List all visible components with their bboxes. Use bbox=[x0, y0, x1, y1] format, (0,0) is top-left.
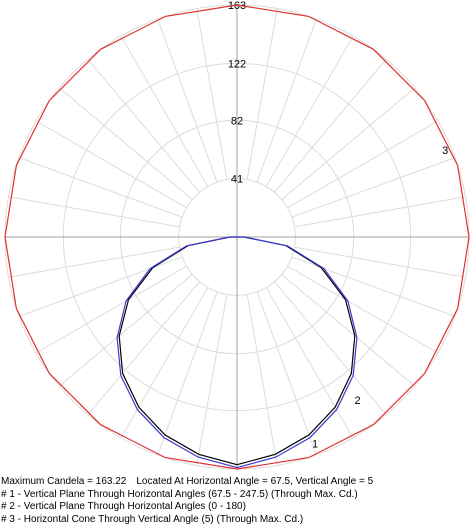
footer-max-line: Maximum Candela = 163.22 Located At Horiz… bbox=[1, 476, 473, 489]
grid-spoke bbox=[196, 8, 228, 180]
grid-spoke bbox=[294, 246, 466, 278]
grid-spoke bbox=[281, 87, 416, 200]
curve-series-2 bbox=[116, 236, 358, 469]
grid-spoke bbox=[87, 281, 200, 416]
grid-spoke bbox=[281, 274, 416, 387]
grid-spoke bbox=[256, 18, 317, 183]
grid-spoke bbox=[58, 274, 193, 387]
grid-spoke bbox=[256, 291, 317, 456]
grid-spoke bbox=[274, 281, 387, 416]
grid-spoke bbox=[294, 196, 466, 228]
grid-spoke bbox=[18, 256, 183, 317]
grid-spoke bbox=[265, 287, 354, 439]
grid-spoke bbox=[287, 265, 439, 354]
grid-spoke bbox=[196, 294, 228, 466]
ring-label-122: 122 bbox=[228, 58, 246, 70]
grid-spoke bbox=[120, 287, 209, 439]
max-location-text: Located At Horizontal Angle = 67.5, Vert… bbox=[136, 476, 374, 487]
grid-spoke bbox=[120, 35, 209, 187]
grid-spoke bbox=[274, 58, 387, 193]
curve-series-3 bbox=[4, 4, 470, 470]
grid-spoke bbox=[157, 18, 218, 183]
grid-spoke bbox=[35, 265, 187, 354]
curve-label-1: 1 bbox=[312, 439, 318, 451]
ring-label-41: 41 bbox=[231, 174, 243, 186]
grid-spoke bbox=[287, 120, 439, 209]
grid-spoke bbox=[58, 87, 193, 200]
grid-spoke bbox=[35, 120, 187, 209]
grid-spoke bbox=[291, 157, 456, 218]
grid-spoke bbox=[157, 291, 218, 456]
legend-entry-1: # 1 - Vertical Plane Through Horizontal … bbox=[1, 488, 358, 500]
grid-spoke bbox=[8, 246, 180, 278]
grid-spoke bbox=[87, 58, 200, 193]
grid-spoke bbox=[291, 256, 456, 317]
curve-label-3: 3 bbox=[442, 145, 448, 157]
grid-spoke bbox=[246, 8, 278, 180]
ring-label-163: 163 bbox=[228, 0, 246, 12]
grid-spoke bbox=[18, 157, 183, 218]
polar-chart: 41 82 122 163 1 2 3 bbox=[4, 0, 470, 470]
curve-label-2: 2 bbox=[354, 395, 360, 407]
chart-footer: Maximum Candela = 163.22 Located At Horiz… bbox=[1, 476, 473, 526]
grid-spoke bbox=[8, 196, 180, 228]
legend-entry-2: # 2 - Vertical Plane Through Horizontal … bbox=[1, 501, 246, 512]
grid-spoke bbox=[246, 294, 278, 466]
max-candela-text: Maximum Candela = 163.22 bbox=[1, 476, 127, 487]
ring-label-82: 82 bbox=[231, 115, 243, 127]
legend-entry-3: # 3 - Horizontal Cone Through Vertical A… bbox=[1, 513, 304, 525]
grid-spoke bbox=[265, 35, 354, 187]
